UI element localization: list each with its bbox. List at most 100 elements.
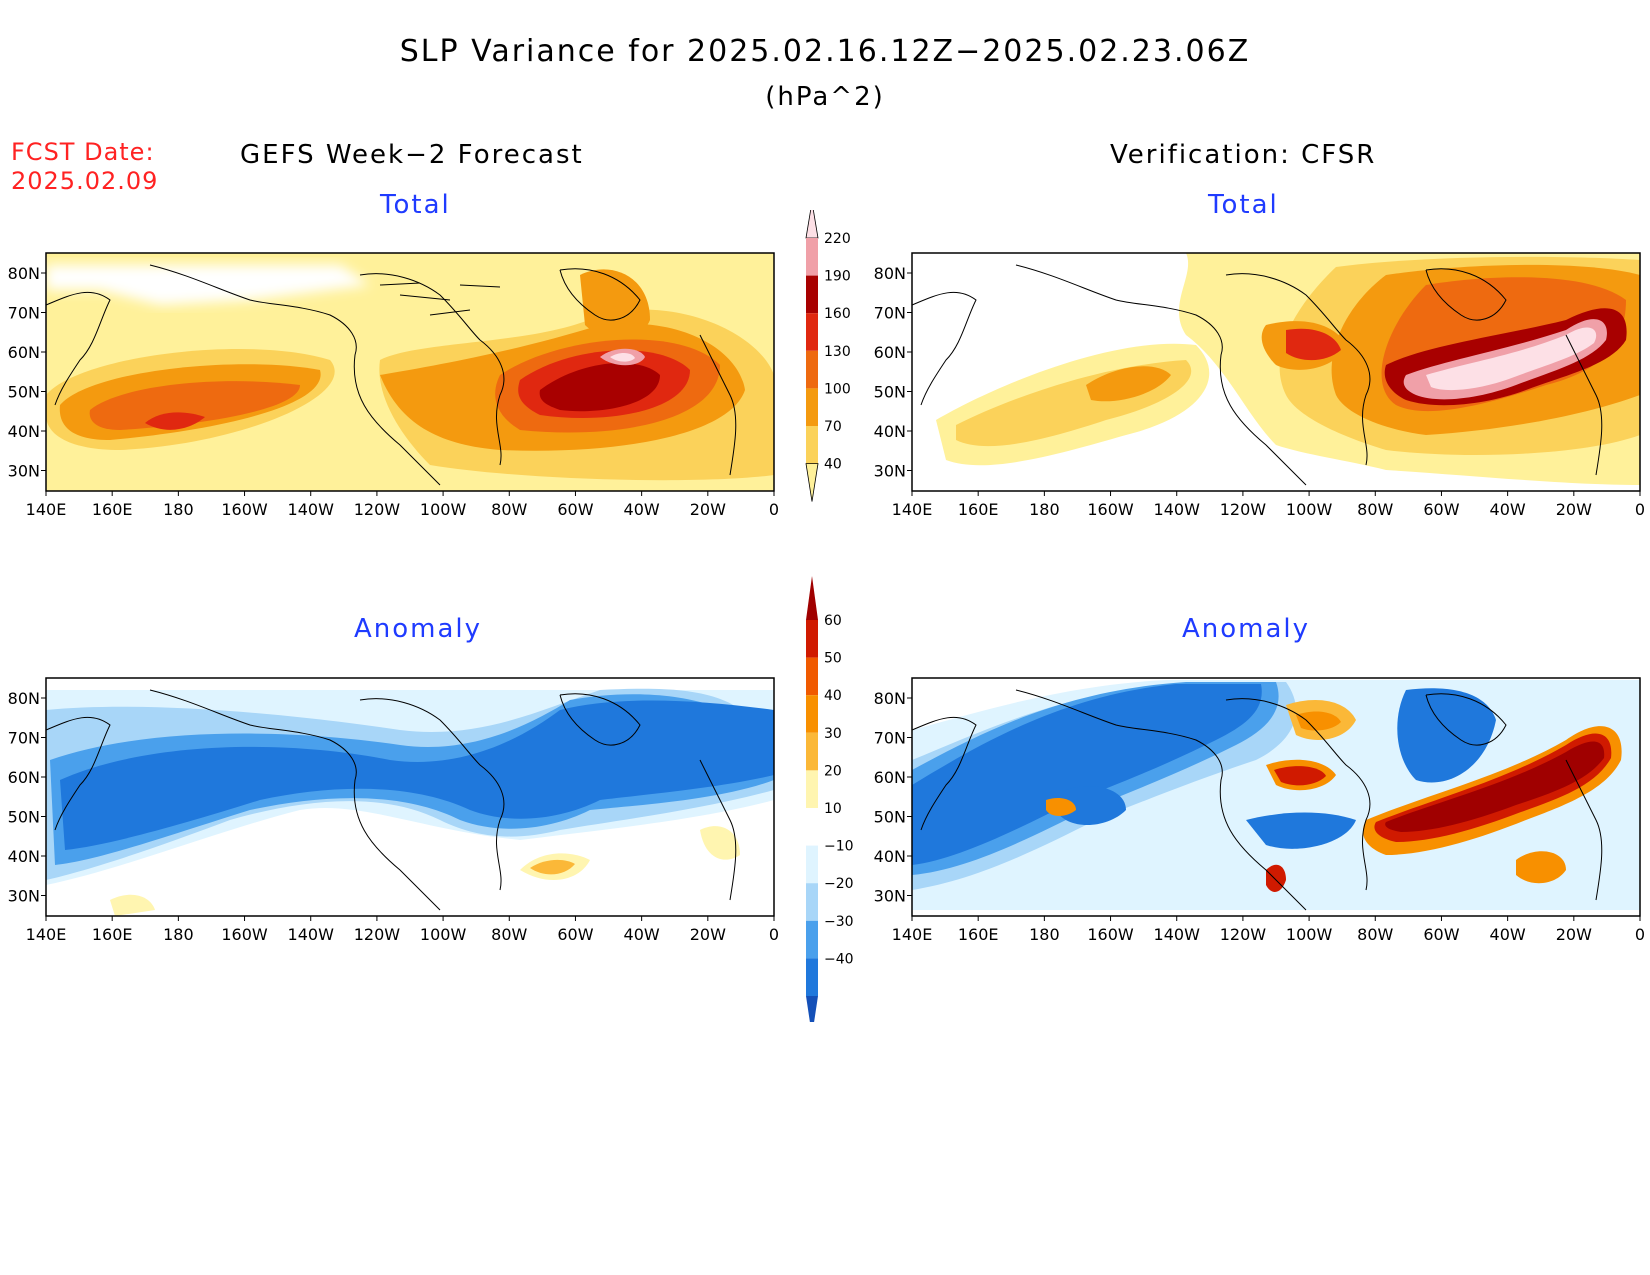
- lat-label: 70N: [8, 304, 40, 323]
- lon-label: 40W: [624, 925, 660, 944]
- colorbar-label: −10: [824, 839, 854, 855]
- colorbar-label: 70: [824, 419, 842, 435]
- gefs-anomaly-field: [46, 678, 774, 916]
- lon-label: 140W: [288, 500, 335, 519]
- panel-title-total-right: Total: [1208, 190, 1279, 220]
- lat-label: 80N: [874, 264, 906, 283]
- colorbar-swatch: [806, 732, 818, 771]
- lon-label: 160W: [1087, 925, 1134, 944]
- lon-label: 160E: [958, 500, 999, 519]
- lat-axis-labels: 80N 70N 60N 50N 40N 30N: [874, 264, 912, 481]
- lon-label: 100W: [1286, 925, 1333, 944]
- colorbar-label: 60: [824, 613, 842, 629]
- lon-label: 0: [1635, 500, 1645, 519]
- colorbar-swatch: [806, 426, 818, 464]
- colorbar-label: 160: [824, 306, 851, 322]
- lat-label: 50N: [8, 808, 40, 827]
- lon-axis-labels: 140E 160E 180 160W 140W 120W 100W 80W 60W 40W 20W 0: [26, 916, 779, 944]
- lat-label: 60N: [874, 768, 906, 787]
- lon-label: 120W: [1220, 500, 1267, 519]
- colorbar-swatch: [806, 770, 818, 808]
- lat-label: 70N: [874, 304, 906, 323]
- colorbar-swatch: [806, 388, 818, 426]
- colorbar-label: 10: [824, 801, 842, 817]
- lat-label: 70N: [874, 729, 906, 748]
- right-column-title: Verification: CFSR: [1110, 140, 1377, 170]
- coastlines: [912, 689, 1603, 911]
- lon-label: 120W: [1220, 925, 1267, 944]
- colorbar-swatch: [806, 313, 818, 351]
- coastlines: [46, 689, 737, 911]
- lon-label: 120W: [354, 925, 401, 944]
- coastlines: [46, 264, 737, 486]
- lat-label: 60N: [8, 343, 40, 362]
- lon-label: 0: [1635, 925, 1645, 944]
- lon-label: 180: [1029, 500, 1060, 519]
- lon-label: 180: [163, 925, 194, 944]
- lon-label: 0: [769, 925, 779, 944]
- lat-axis-labels: 80N 70N 60N 50N 40N 30N: [8, 264, 46, 481]
- lon-label: 40W: [624, 500, 660, 519]
- colorbar-swatch: [806, 883, 818, 921]
- colorbar-swatch: [806, 808, 818, 846]
- lon-label: 60W: [1423, 500, 1459, 519]
- lon-label: 140E: [892, 925, 933, 944]
- lon-label: 80W: [491, 925, 527, 944]
- map-cfsr-total: 80N 70N 60N 50N 40N 30N 140E 160E 180 160W 140W 12…: [874, 252, 1645, 519]
- lon-label: 140E: [26, 925, 67, 944]
- colorbar-swatch: [806, 620, 818, 658]
- colorbar-label: 40: [824, 688, 842, 704]
- colorbar-swatch: [806, 845, 818, 884]
- lat-axis-labels: 80N 70N 60N 50N 40N 30N: [8, 689, 46, 906]
- forecast-date-label: FCST Date:: [11, 138, 155, 166]
- lon-label: 20W: [1556, 925, 1592, 944]
- lon-axis-labels: 140E 160E 180 160W 140W 120W 100W 80W 60W 40W 20W 0: [892, 491, 1645, 519]
- lon-label: 100W: [420, 925, 467, 944]
- lat-label: 50N: [874, 808, 906, 827]
- lat-axis-labels: 80N 70N 60N 50N 40N 30N: [874, 689, 912, 906]
- colorbar-label: 130: [824, 344, 851, 360]
- lon-label: 160E: [958, 925, 999, 944]
- colorbar-label: 20: [824, 763, 842, 779]
- panel-title-total-left: Total: [380, 190, 451, 220]
- lon-label: 20W: [690, 925, 726, 944]
- colorbar-arrow-bottom: [805, 463, 819, 502]
- colorbar-swatch: [806, 657, 818, 696]
- colorbar-label: 190: [824, 269, 851, 285]
- lon-label: 40W: [1490, 500, 1526, 519]
- lat-label: 50N: [874, 383, 906, 402]
- lat-label: 30N: [8, 887, 40, 906]
- panel-title-anomaly-right: Anomaly: [1182, 614, 1311, 644]
- lon-label: 160W: [1087, 500, 1134, 519]
- coastlines: [912, 264, 1603, 486]
- lon-label: 0: [769, 500, 779, 519]
- lat-label: 30N: [874, 887, 906, 906]
- colorbar-label: 220: [824, 231, 851, 247]
- map-gefs-anomaly: 80N 70N 60N 50N 40N 30N 140E 160E 180 160W 140W 12…: [8, 677, 779, 944]
- lon-label: 60W: [557, 925, 593, 944]
- colorbar-label: −20: [824, 876, 854, 892]
- panel-title-anomaly-left: Anomaly: [354, 614, 483, 644]
- colorbar-swatch: [806, 695, 818, 733]
- lon-label: 20W: [690, 500, 726, 519]
- anomaly-colorbar: 60 50 40 30 20 10 −10 −20 −30 −40: [806, 576, 854, 1022]
- lat-label: 70N: [8, 729, 40, 748]
- lon-label: 100W: [1286, 500, 1333, 519]
- lon-label: 160E: [92, 500, 133, 519]
- lon-axis-labels: 140E 160E 180 160W 140W 120W 100W 80W 60W 40W 20W 0: [26, 491, 779, 519]
- lon-label: 80W: [1357, 925, 1393, 944]
- lon-label: 140W: [288, 925, 335, 944]
- lon-label: 140E: [892, 500, 933, 519]
- colorbar-swatch: [806, 275, 818, 314]
- main-title: SLP Variance for 2025.02.16.12Z−2025.02.…: [399, 34, 1251, 69]
- colorbar-arrow-top: [806, 576, 818, 620]
- lon-label: 140W: [1154, 500, 1201, 519]
- colorbar-swatch: [806, 958, 818, 996]
- total-colorbar: 40 70 100 130 160 190 220: [805, 210, 851, 502]
- map-cfsr-anomaly: 80N 70N 60N 50N 40N 30N 140E 160E 180 160W 140W 12…: [874, 677, 1645, 944]
- lat-label: 60N: [874, 343, 906, 362]
- lon-label: 100W: [420, 500, 467, 519]
- lat-label: 40N: [874, 847, 906, 866]
- lon-label: 60W: [557, 500, 593, 519]
- cfsr-total-field: [912, 253, 1640, 491]
